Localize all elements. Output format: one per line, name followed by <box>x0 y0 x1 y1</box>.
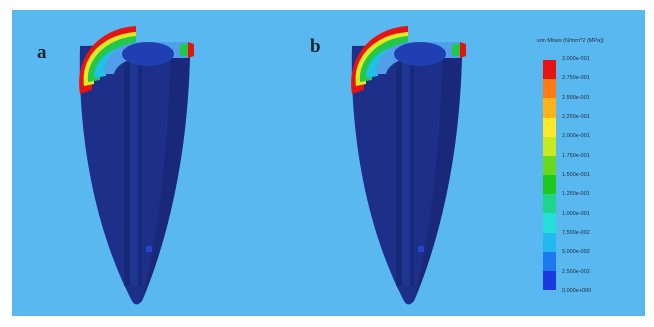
legend-swatch <box>543 175 556 195</box>
cut-edge-green <box>180 44 188 56</box>
legend-tick-label: 2.750e-001 <box>562 75 590 82</box>
legend-tick-label: 1.500e-001 <box>562 172 590 178</box>
legend-swatch <box>543 136 556 156</box>
legend-tick-label: 1.250e-001 <box>562 191 590 198</box>
legend-tick-label: 7.500e-002 <box>562 230 590 236</box>
legend-tick-label: 0.000e+000 <box>562 288 592 294</box>
legend-tick-labels: 3.000e-001 2.750e-001 2.500e-001 2.250e-001… <box>562 56 632 294</box>
legend-tick-label: 2.500e-001 <box>562 94 590 101</box>
canal-cut <box>402 60 410 286</box>
apex-marker <box>418 246 424 252</box>
cut-edge-right <box>460 42 466 58</box>
top-hole <box>394 42 446 66</box>
stress-model-a <box>79 26 194 305</box>
legend-tick-label: 1.750e-001 <box>562 152 590 159</box>
legend-swatch <box>543 251 556 271</box>
cut-edge-green <box>452 44 460 56</box>
legend-swatch <box>543 194 556 214</box>
stress-model-b <box>351 26 466 305</box>
legend-tick-label: 2.500e-002 <box>562 268 590 275</box>
legend-swatch <box>543 213 556 233</box>
legend-swatch <box>543 98 556 118</box>
apex-marker <box>146 246 152 252</box>
model-shadow <box>142 44 190 301</box>
legend-color-bar <box>543 60 556 291</box>
panel-label-a: a <box>37 42 47 63</box>
legend-title: von Mises (N/mm^2 (MPa)) <box>537 38 604 44</box>
legend-swatch <box>543 79 556 99</box>
legend-tick-label: 1.000e-001 <box>562 210 590 217</box>
legend-swatch <box>543 117 556 137</box>
model-shadow <box>414 44 462 301</box>
legend-tick-label: 2.000e-001 <box>562 133 590 140</box>
legend-swatch <box>543 232 556 252</box>
legend-tick-label: 5.000e-002 <box>562 249 590 256</box>
legend-tick-label: 3.000e-001 <box>562 56 590 62</box>
top-hole <box>122 42 174 66</box>
panel-label-b: b <box>310 36 321 57</box>
legend-swatch <box>543 270 556 291</box>
legend-tick-label: 2.250e-001 <box>562 114 590 120</box>
render-viewport: a b <box>12 10 645 316</box>
canal-cut <box>130 60 138 286</box>
cut-edge-right <box>188 42 194 58</box>
legend-swatch <box>543 60 556 80</box>
legend-swatch <box>543 155 556 176</box>
